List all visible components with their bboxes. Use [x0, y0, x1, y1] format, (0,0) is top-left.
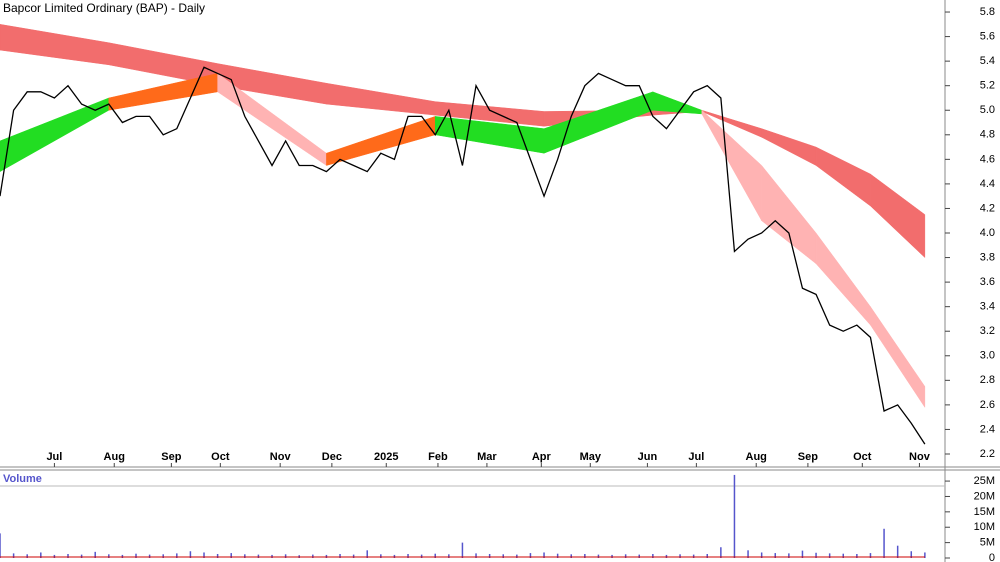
- x-tick-label: Jul: [688, 451, 704, 463]
- y-tick-label: 3.4: [980, 301, 995, 313]
- y-tick-label: 5.8: [980, 6, 995, 18]
- x-tick-label: Aug: [104, 451, 125, 463]
- y-tick-label: 2.6: [980, 399, 995, 411]
- x-tick-label: May: [580, 451, 602, 463]
- y-tick-label: 20M: [974, 490, 995, 502]
- y-tick-label: 25M: [974, 475, 995, 487]
- y-tick-label: 5.4: [980, 55, 995, 67]
- x-tick-label: Sep: [798, 451, 818, 463]
- x-tick-label: Apr: [532, 451, 552, 463]
- y-tick-label: 4.0: [980, 227, 995, 239]
- y-tick-label: 4.2: [980, 202, 995, 214]
- y-tick-label: 4.8: [980, 129, 995, 141]
- x-tick-label: Oct: [211, 451, 230, 463]
- ma-band: [870, 173, 926, 259]
- chart-title: Bapcor Limited Ordinary (BAP) - Daily: [3, 1, 205, 15]
- y-tick-label: 15M: [974, 506, 995, 518]
- y-tick-label: 3.8: [980, 251, 995, 263]
- y-tick-label: 3.2: [980, 325, 995, 337]
- price-line: [0, 66, 926, 445]
- x-tick-label: 2025: [374, 451, 398, 463]
- y-tick-label: 2.8: [980, 374, 995, 386]
- x-tick-label: Jul: [46, 451, 62, 463]
- panel-title: Volume: [3, 473, 42, 485]
- y-tick-label: 2.4: [980, 423, 995, 435]
- y-tick-label: 5.6: [980, 30, 995, 42]
- x-tick-label: Sep: [161, 451, 181, 463]
- x-tick-label: Oct: [853, 451, 872, 463]
- y-tick-label: 3.0: [980, 350, 995, 362]
- y-tick-label: 5M: [980, 537, 995, 549]
- y-tick-label: 0: [989, 552, 995, 562]
- x-tick-label: Dec: [322, 451, 342, 463]
- y-tick-label: 4.4: [980, 178, 995, 190]
- y-tick-label: 5.2: [980, 80, 995, 92]
- x-tick-label: Mar: [477, 451, 497, 463]
- x-tick-label: Aug: [746, 451, 767, 463]
- y-tick-label: 4.6: [980, 153, 995, 165]
- x-tick-label: Jun: [638, 451, 658, 463]
- y-tick-label: 2.2: [980, 448, 995, 460]
- ma-band: [870, 305, 926, 409]
- y-tick-label: 3.6: [980, 276, 995, 288]
- y-tick-label: 5.0: [980, 104, 995, 116]
- x-tick-label: Nov: [909, 451, 931, 463]
- y-tick-label: 10M: [974, 521, 995, 533]
- x-tick-label: Nov: [270, 451, 292, 463]
- x-tick-label: Feb: [428, 451, 448, 463]
